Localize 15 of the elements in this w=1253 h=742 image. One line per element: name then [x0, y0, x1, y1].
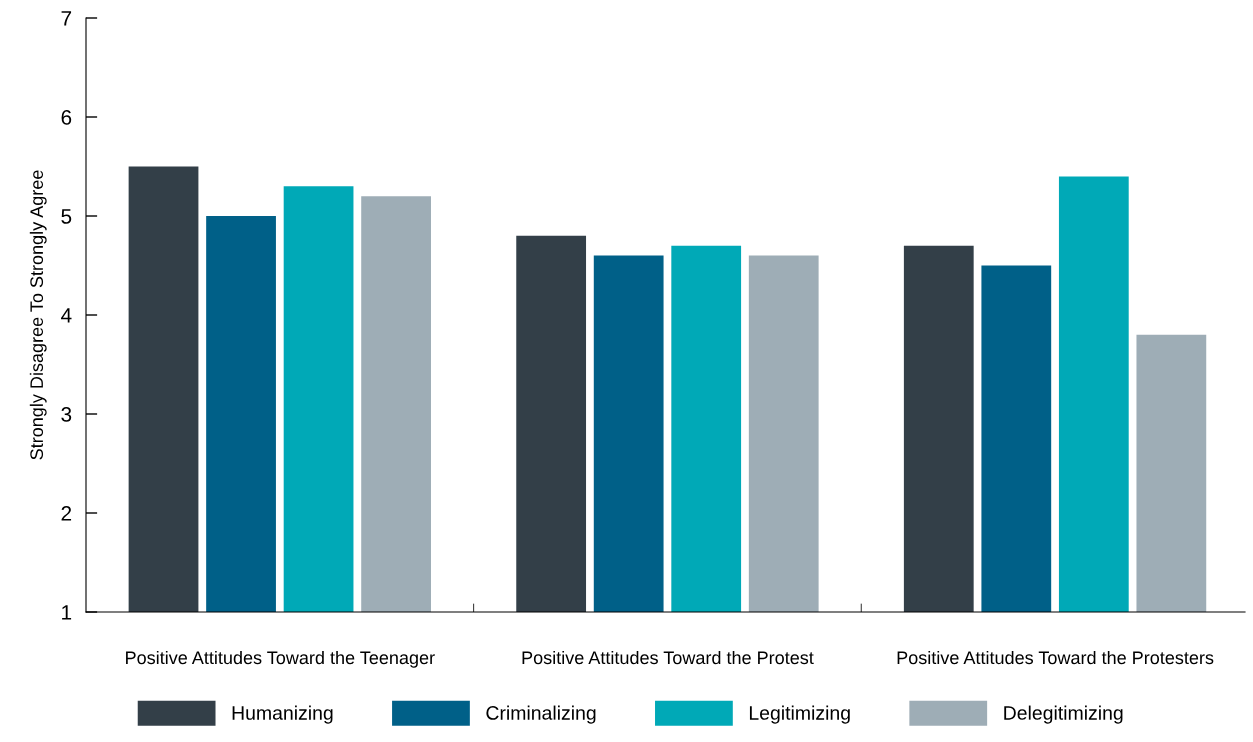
x-tick-label: Positive Attitudes Toward the Protesters — [897, 650, 1214, 665]
y-tick-label: 3 — [61, 407, 72, 422]
y-tick-label: 2 — [61, 506, 72, 521]
y-tick-label: 7 — [61, 11, 72, 26]
legend-label: Delegitimizing — [1004, 705, 1123, 724]
y-tick-label: 1 — [62, 605, 72, 620]
legend-label: Humanizing — [232, 705, 333, 724]
y-tick-label: 4 — [61, 308, 72, 323]
legend-label: Criminalizing — [486, 705, 596, 724]
y-axis-title: Strongly Disagree To Strongly Agree — [29, 170, 47, 460]
y-tick-label: 5 — [61, 209, 72, 224]
y-tick-label: 6 — [61, 110, 72, 125]
legend-label: Legitimizing — [749, 705, 850, 724]
x-tick-label: Positive Attitudes Toward the Protest — [522, 650, 814, 665]
x-tick-label: Positive Attitudes Toward the Teenager — [126, 650, 435, 668]
